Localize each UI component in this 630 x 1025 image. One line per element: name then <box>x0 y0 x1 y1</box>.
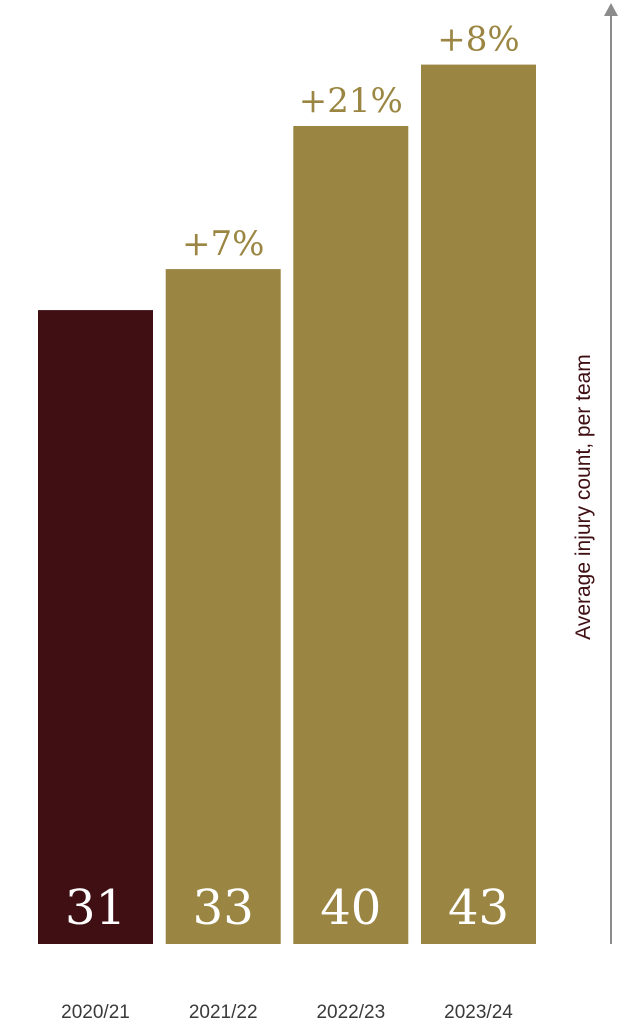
bar-2021-22 <box>165 269 281 945</box>
bar-change-label: +8% <box>437 20 519 60</box>
x-tick-label: 2022/23 <box>316 1002 385 1023</box>
x-tick-labels-group: 2020/21 2021/22 2022/23 2023/24 <box>61 1002 513 1023</box>
bar-value-label: 31 <box>65 880 126 936</box>
value-labels-group: 31 33 40 43 <box>65 880 509 936</box>
bar-value-label: 40 <box>320 880 381 936</box>
bar-2020-21 <box>38 310 153 945</box>
bar-change-label: +7% <box>182 224 264 264</box>
y-axis-label: Average injury count, per team <box>572 354 595 640</box>
y-axis-arrow-head <box>604 3 618 16</box>
bars-group <box>38 64 536 945</box>
change-labels-group: +7% +21% +8% <box>182 20 520 265</box>
bar-value-label: 43 <box>448 880 509 936</box>
bar-change-label: +21% <box>299 81 403 121</box>
bar-value-label: 33 <box>193 880 254 936</box>
x-tick-label: 2021/22 <box>189 1002 258 1023</box>
x-tick-label: 2023/24 <box>444 1002 513 1023</box>
bar-2022-23 <box>293 126 409 944</box>
x-tick-label: 2020/21 <box>61 1002 130 1023</box>
bar-2023-24 <box>421 64 536 945</box>
